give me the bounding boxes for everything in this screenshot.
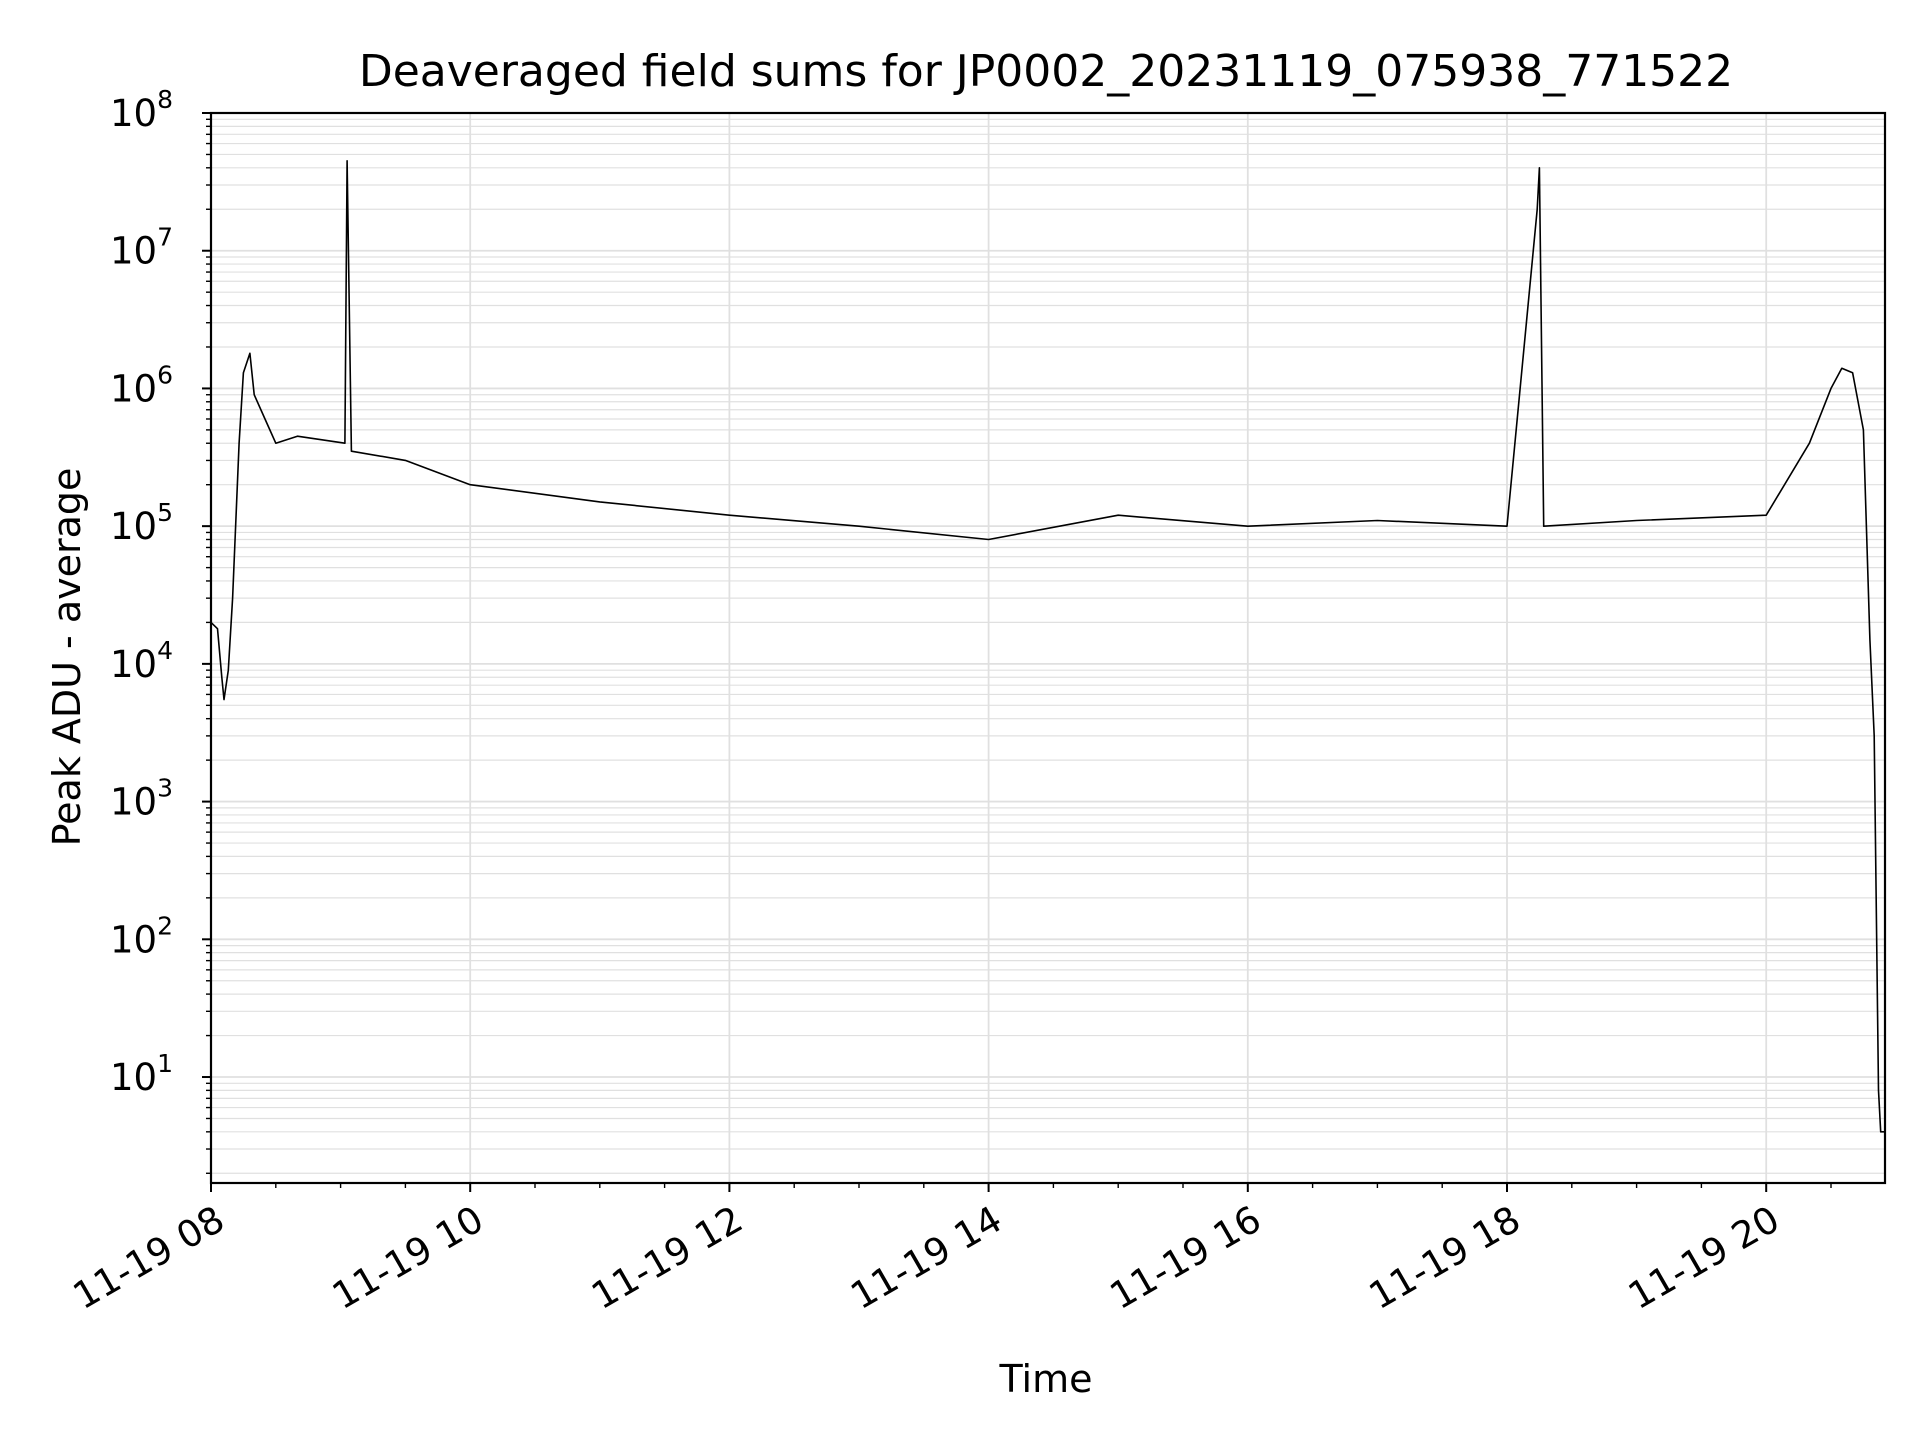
x-tick-label: 11-19 10 xyxy=(325,1198,491,1318)
y-tick-label: 103 xyxy=(110,774,173,824)
y-axis-label: Peak ADU - average xyxy=(45,468,89,847)
x-tick-label: 11-19 14 xyxy=(844,1198,1010,1318)
axis-ticks: 101 102 103 104 105 106 107 108 11-19 08 11-19 10… xyxy=(66,85,1832,1318)
y-tick-label: 102 xyxy=(110,911,173,961)
y-tick-label: 106 xyxy=(110,360,173,410)
y-tick-label: 108 xyxy=(110,85,173,135)
plot-frame xyxy=(209,111,1887,1185)
y-tick-label: 101 xyxy=(110,1049,173,1099)
y-tick-label: 107 xyxy=(110,223,173,273)
x-tick-label: 11-19 16 xyxy=(1103,1198,1269,1318)
major-gridlines xyxy=(210,112,1885,1183)
x-axis-label: Time xyxy=(999,1357,1093,1401)
series-line xyxy=(210,160,1885,1133)
series-layer xyxy=(210,160,1885,1133)
y-tick-label: 105 xyxy=(110,498,173,548)
minor-gridlines xyxy=(211,118,1885,1174)
x-tick-label: 11-19 18 xyxy=(1362,1198,1528,1318)
x-tick-label: 11-19 20 xyxy=(1621,1198,1787,1318)
x-tick-label: 11-19 12 xyxy=(584,1198,750,1318)
x-tick-label: 11-19 08 xyxy=(66,1198,232,1318)
chart-title: Deaveraged field sums for JP0002_2023111… xyxy=(359,46,1733,97)
y-tick-label: 104 xyxy=(110,636,173,686)
